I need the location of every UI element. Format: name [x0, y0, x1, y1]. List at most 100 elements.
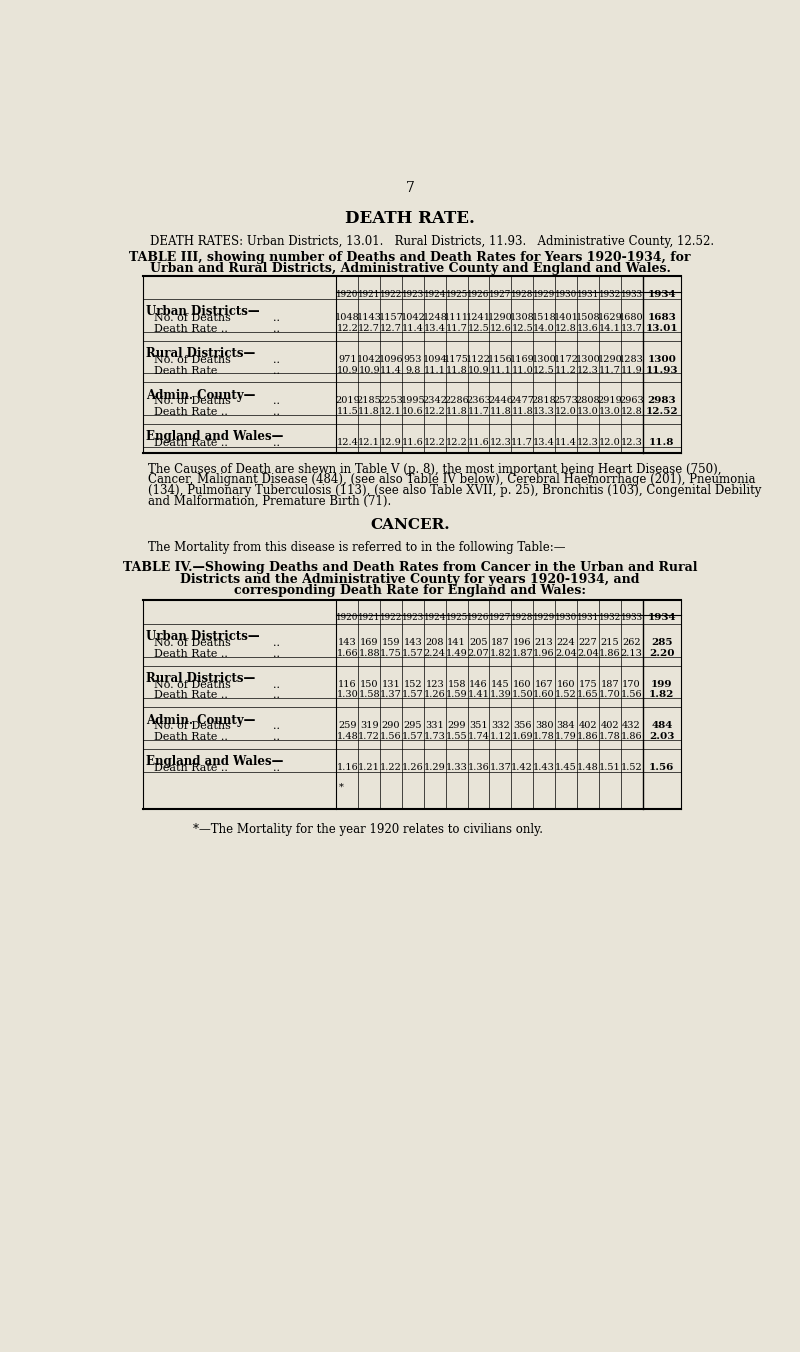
- Text: 1922: 1922: [380, 291, 402, 299]
- Text: 12.2: 12.2: [446, 438, 467, 448]
- Text: 215: 215: [600, 638, 619, 648]
- Text: CANCER.: CANCER.: [370, 518, 450, 531]
- Text: 1.70: 1.70: [599, 691, 621, 699]
- Text: 1930: 1930: [555, 614, 577, 622]
- Text: 1995: 1995: [401, 396, 426, 406]
- Text: 1929: 1929: [533, 614, 555, 622]
- Text: 1.30: 1.30: [337, 691, 358, 699]
- Text: *: *: [338, 783, 343, 792]
- Text: 1931: 1931: [577, 614, 599, 622]
- Text: 1928: 1928: [511, 291, 534, 299]
- Text: 170: 170: [622, 680, 641, 688]
- Text: 953: 953: [404, 354, 422, 364]
- Text: 1.66: 1.66: [337, 649, 358, 658]
- Text: 160: 160: [513, 680, 531, 688]
- Text: 2818: 2818: [532, 396, 557, 406]
- Text: 1.86: 1.86: [577, 731, 598, 741]
- Text: Rural Districts—: Rural Districts—: [146, 347, 256, 360]
- Text: 12.2: 12.2: [336, 324, 358, 333]
- Text: ..: ..: [273, 396, 280, 407]
- Text: 12.9: 12.9: [380, 438, 402, 448]
- Text: 1.41: 1.41: [467, 691, 490, 699]
- Text: 402: 402: [578, 721, 597, 730]
- Text: 299: 299: [447, 721, 466, 730]
- Text: 1401: 1401: [554, 314, 578, 322]
- Text: ..: ..: [273, 438, 280, 448]
- Text: No. of Deaths: No. of Deaths: [154, 638, 231, 648]
- Text: 1096: 1096: [378, 354, 403, 364]
- Text: 11.8: 11.8: [358, 407, 380, 416]
- Text: Admin. County—: Admin. County—: [146, 388, 256, 402]
- Text: 1921: 1921: [358, 291, 380, 299]
- Text: 196: 196: [513, 638, 531, 648]
- Text: 402: 402: [600, 721, 619, 730]
- Text: 11.7: 11.7: [598, 365, 621, 375]
- Text: 319: 319: [360, 721, 378, 730]
- Text: 1.74: 1.74: [467, 731, 490, 741]
- Text: 13.6: 13.6: [577, 324, 598, 333]
- Text: 175: 175: [578, 680, 597, 688]
- Text: 1680: 1680: [619, 314, 644, 322]
- Text: 1.39: 1.39: [490, 691, 511, 699]
- Text: 2185: 2185: [357, 396, 382, 406]
- Text: 1921: 1921: [358, 614, 380, 622]
- Text: 1.33: 1.33: [446, 763, 467, 772]
- Text: 1283: 1283: [619, 354, 644, 364]
- Text: 12.0: 12.0: [555, 407, 577, 416]
- Text: 227: 227: [578, 638, 598, 648]
- Text: 1300: 1300: [575, 354, 600, 364]
- Text: 150: 150: [360, 680, 378, 688]
- Text: 187: 187: [491, 638, 510, 648]
- Text: 1683: 1683: [647, 314, 676, 322]
- Text: 1290: 1290: [598, 354, 622, 364]
- Text: 1.57: 1.57: [402, 691, 424, 699]
- Text: 12.52: 12.52: [646, 407, 678, 416]
- Text: 141: 141: [447, 638, 466, 648]
- Text: 14.1: 14.1: [598, 324, 621, 333]
- Text: 1508: 1508: [575, 314, 600, 322]
- Text: 12.1: 12.1: [358, 438, 380, 448]
- Text: 1927: 1927: [489, 614, 511, 622]
- Text: 331: 331: [426, 721, 444, 730]
- Text: 1.96: 1.96: [534, 649, 555, 658]
- Text: Districts and the Administrative County for years 1920-1934, and: Districts and the Administrative County …: [180, 573, 640, 585]
- Text: 1929: 1929: [533, 291, 555, 299]
- Text: 1048: 1048: [335, 314, 360, 322]
- Text: 1042: 1042: [357, 354, 382, 364]
- Text: 1.43: 1.43: [533, 763, 555, 772]
- Text: 1924: 1924: [423, 291, 446, 299]
- Text: 1926: 1926: [467, 291, 490, 299]
- Text: 1.56: 1.56: [380, 731, 402, 741]
- Text: ..: ..: [273, 721, 280, 731]
- Text: 13.4: 13.4: [533, 438, 555, 448]
- Text: 11.2: 11.2: [555, 365, 577, 375]
- Text: 1290: 1290: [488, 314, 513, 322]
- Text: 351: 351: [469, 721, 488, 730]
- Text: corresponding Death Rate for England and Wales:: corresponding Death Rate for England and…: [234, 584, 586, 598]
- Text: 1930: 1930: [555, 291, 577, 299]
- Text: 1.78: 1.78: [534, 731, 555, 741]
- Text: 1923: 1923: [402, 614, 424, 622]
- Text: Death Rate ..: Death Rate ..: [154, 691, 228, 700]
- Text: 1.22: 1.22: [380, 763, 402, 772]
- Text: 1518: 1518: [532, 314, 557, 322]
- Text: 2286: 2286: [444, 396, 469, 406]
- Text: 1927: 1927: [489, 291, 511, 299]
- Text: 1933: 1933: [621, 614, 642, 622]
- Text: 2.20: 2.20: [649, 649, 674, 658]
- Text: 11.8: 11.8: [511, 407, 533, 416]
- Text: 1.72: 1.72: [358, 731, 380, 741]
- Text: 12.5: 12.5: [511, 324, 533, 333]
- Text: 1.26: 1.26: [402, 763, 424, 772]
- Text: 1094: 1094: [422, 354, 447, 364]
- Text: 262: 262: [622, 638, 641, 648]
- Text: 1926: 1926: [467, 614, 490, 622]
- Text: 2.03: 2.03: [649, 731, 674, 741]
- Text: 1.56: 1.56: [621, 691, 642, 699]
- Text: 1.86: 1.86: [621, 731, 642, 741]
- Text: 1122: 1122: [466, 354, 491, 364]
- Text: 9.8: 9.8: [406, 365, 421, 375]
- Text: 1111: 1111: [444, 314, 469, 322]
- Text: The Mortality from this disease is referred to in the following Table:—: The Mortality from this disease is refer…: [148, 541, 566, 554]
- Text: 13.0: 13.0: [599, 407, 621, 416]
